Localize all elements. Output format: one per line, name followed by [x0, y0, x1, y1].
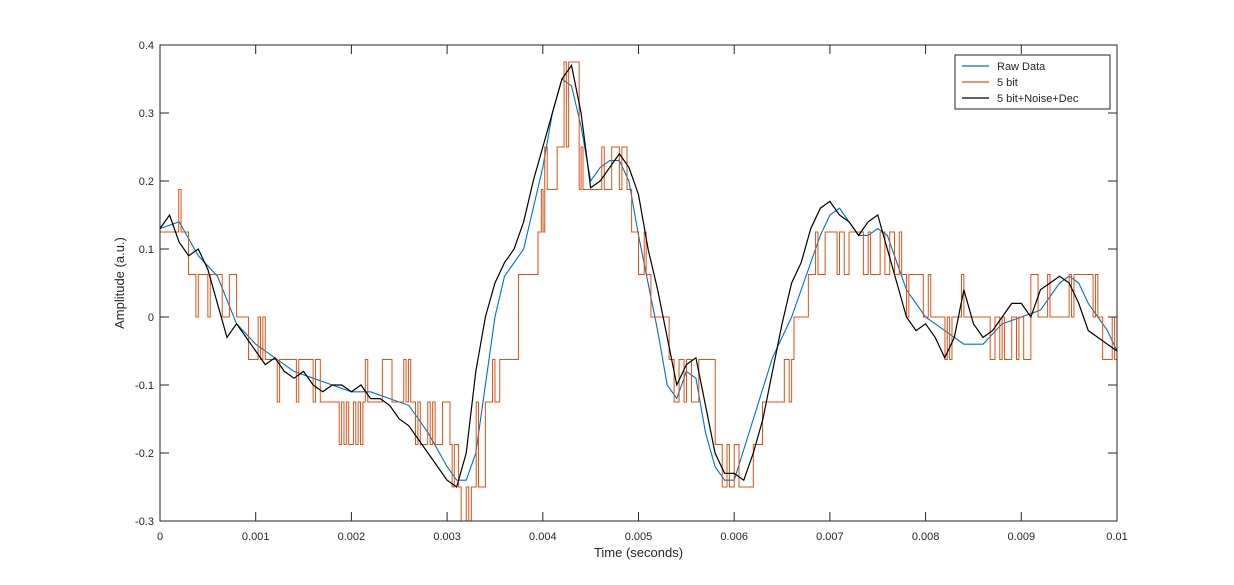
y-tick-label: 0.4: [139, 40, 154, 52]
y-tick-label: -0.2: [135, 448, 154, 460]
series-layer: [160, 61, 1117, 521]
legend-label: Raw Data: [997, 61, 1046, 73]
y-axis: -0.3 -0.2 -0.1 0 0.1 0.2 0.3 0.4: [135, 40, 1117, 528]
y-tick-label: 0: [148, 312, 154, 324]
x-tick-label: 0.008: [912, 531, 940, 543]
y-tick-label: 0.1: [139, 244, 154, 256]
legend-label: 5 bit: [997, 77, 1018, 89]
y-axis-label: Amplitude (a.u.): [112, 237, 127, 329]
y-tick-label: -0.1: [135, 380, 154, 392]
x-tick-label: 0.006: [720, 531, 748, 543]
x-tick-label: 0.007: [816, 531, 844, 543]
x-tick-label: 0.003: [433, 531, 461, 543]
series-line-5-bit-noise-dec: [160, 63, 1117, 488]
x-tick-label: 0.005: [625, 531, 653, 543]
x-tick-label: 0.002: [338, 531, 366, 543]
y-tick-label: 0.2: [139, 176, 154, 188]
x-tick-label: 0.001: [242, 531, 270, 543]
x-axis: 0 0.001 0.002 0.003 0.004 0.005 0.006 0.007 0.00…: [157, 45, 1128, 543]
plot-area: [160, 45, 1117, 521]
y-tick-label: -0.3: [135, 516, 154, 528]
x-axis-label: Time (seconds): [594, 545, 683, 560]
legend-label: 5 bit+Noise+Dec: [997, 93, 1079, 105]
x-tick-label: 0: [157, 531, 163, 543]
y-tick-label: 0.3: [139, 108, 154, 120]
x-tick-label: 0.009: [1008, 531, 1036, 543]
x-tick-label: 0.01: [1106, 531, 1127, 543]
legend: Raw Data 5 bit 5 bit+Noise+Dec: [954, 54, 1111, 110]
x-tick-label: 0.004: [529, 531, 557, 543]
series-line-5-bit: [160, 61, 1117, 521]
